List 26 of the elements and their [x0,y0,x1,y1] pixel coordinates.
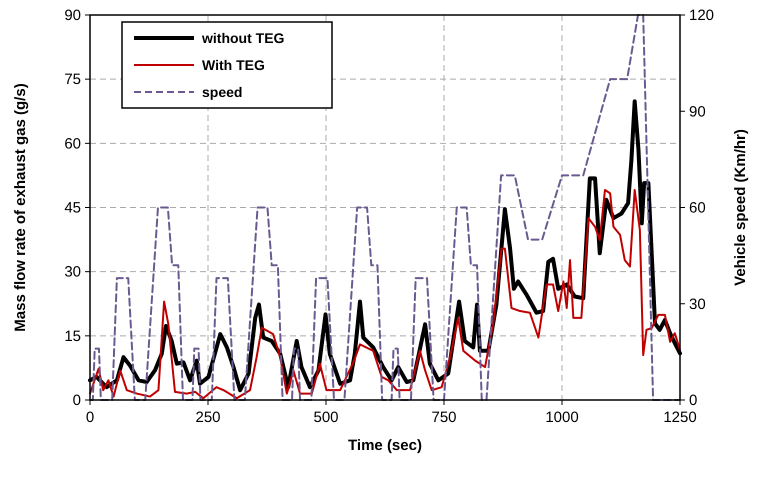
y2-tick-label: 30 [689,296,706,313]
y-tick-label: 75 [64,71,81,88]
legend-label: With TEG [202,57,265,73]
x-tick-label: 1000 [545,409,579,426]
y2-tick-label: 60 [689,200,706,216]
y2-tick-label: 120 [689,7,714,24]
x-tick-label: 1250 [663,409,697,426]
line-series [89,188,681,400]
y2-tick-label: 90 [689,103,706,120]
y2-axis-title: Vehicle speed (Km/hr) [732,129,749,286]
y-tick-label: 0 [72,392,81,409]
line-series [89,14,681,401]
y-tick-label: 90 [64,7,81,24]
y-tick-label: 60 [64,135,81,152]
x-tick-label: 0 [86,409,94,426]
y-axis-title: Mass flow rate of exhaust gas (g/s) [12,83,29,332]
legend-label: without TEG [201,30,285,46]
x-tick-label: 500 [313,409,339,426]
y-tick-label: 45 [64,200,81,216]
x-axis-title: Time (sec) [348,437,422,454]
x-tick-label: 750 [431,409,457,426]
legend-label: speed [202,84,242,100]
y-tick-label: 15 [64,328,81,345]
x-tick-label: 250 [195,409,221,426]
y2-tick-label: 0 [689,392,698,409]
y-tick-label: 30 [64,264,81,281]
